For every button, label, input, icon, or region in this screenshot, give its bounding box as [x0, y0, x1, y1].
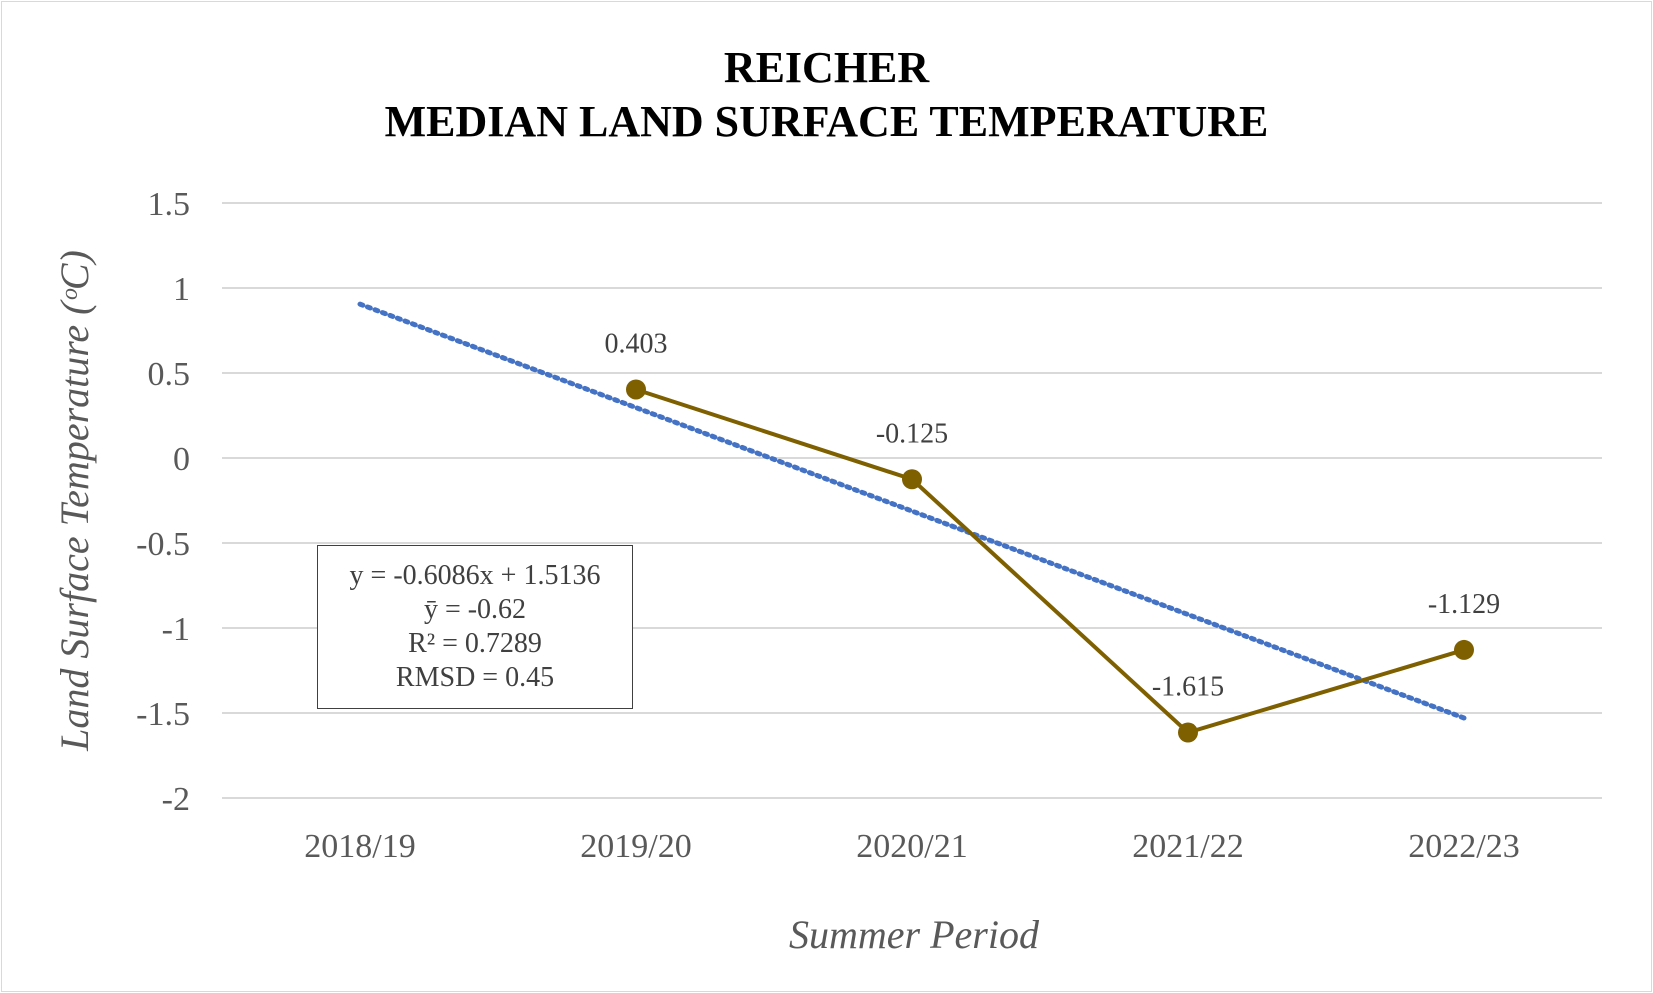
data-label: -1.615	[1152, 672, 1224, 703]
y-tick-label: 0	[173, 441, 190, 478]
y-tick-label: 1.5	[148, 186, 191, 223]
data-label: 0.403	[605, 328, 668, 359]
data-point	[1454, 639, 1474, 660]
data-point	[626, 379, 646, 400]
y-tick-label: -2	[162, 781, 190, 818]
series-line	[635, 387, 1465, 735]
r-squared: R² = 0.7289	[408, 628, 542, 659]
data-label: -0.125	[876, 418, 948, 449]
trendline	[357, 301, 1467, 721]
rmsd-value: RMSD = 0.45	[395, 662, 555, 693]
x-tick-label: 2021/22	[1132, 828, 1243, 865]
x-tick-label: 2018/19	[304, 828, 415, 865]
y-tick-label: -1.5	[136, 696, 190, 733]
chart-title-line-1: REICHER	[723, 43, 930, 92]
data-point	[902, 469, 922, 490]
y-axis-title: Land Surface Temperature (ᵒC)	[52, 250, 97, 752]
y-tick-label: -1	[162, 611, 190, 648]
data-point	[1178, 722, 1198, 743]
y-tick-label: 1	[173, 271, 190, 308]
x-tick-label: 2020/21	[856, 828, 967, 865]
data-label: -1.129	[1428, 589, 1500, 620]
x-tick-label: 2019/20	[580, 828, 691, 865]
y-tick-label: 0.5	[148, 356, 191, 393]
regression-equation: y = -0.6086x + 1.5136	[349, 560, 601, 591]
regression-stats-box: y = -0.6086x + 1.5136 ȳ = -0.62 R² = 0.7…	[317, 545, 633, 709]
y-tick-label: -0.5	[136, 526, 190, 563]
x-axis-title: Summer Period	[789, 912, 1040, 957]
x-tick-label: 2022/23	[1408, 828, 1519, 865]
chart-title-line-2: MEDIAN LAND SURFACE TEMPERATURE	[384, 97, 1269, 146]
mean-value: ȳ = -0.62	[423, 594, 527, 625]
